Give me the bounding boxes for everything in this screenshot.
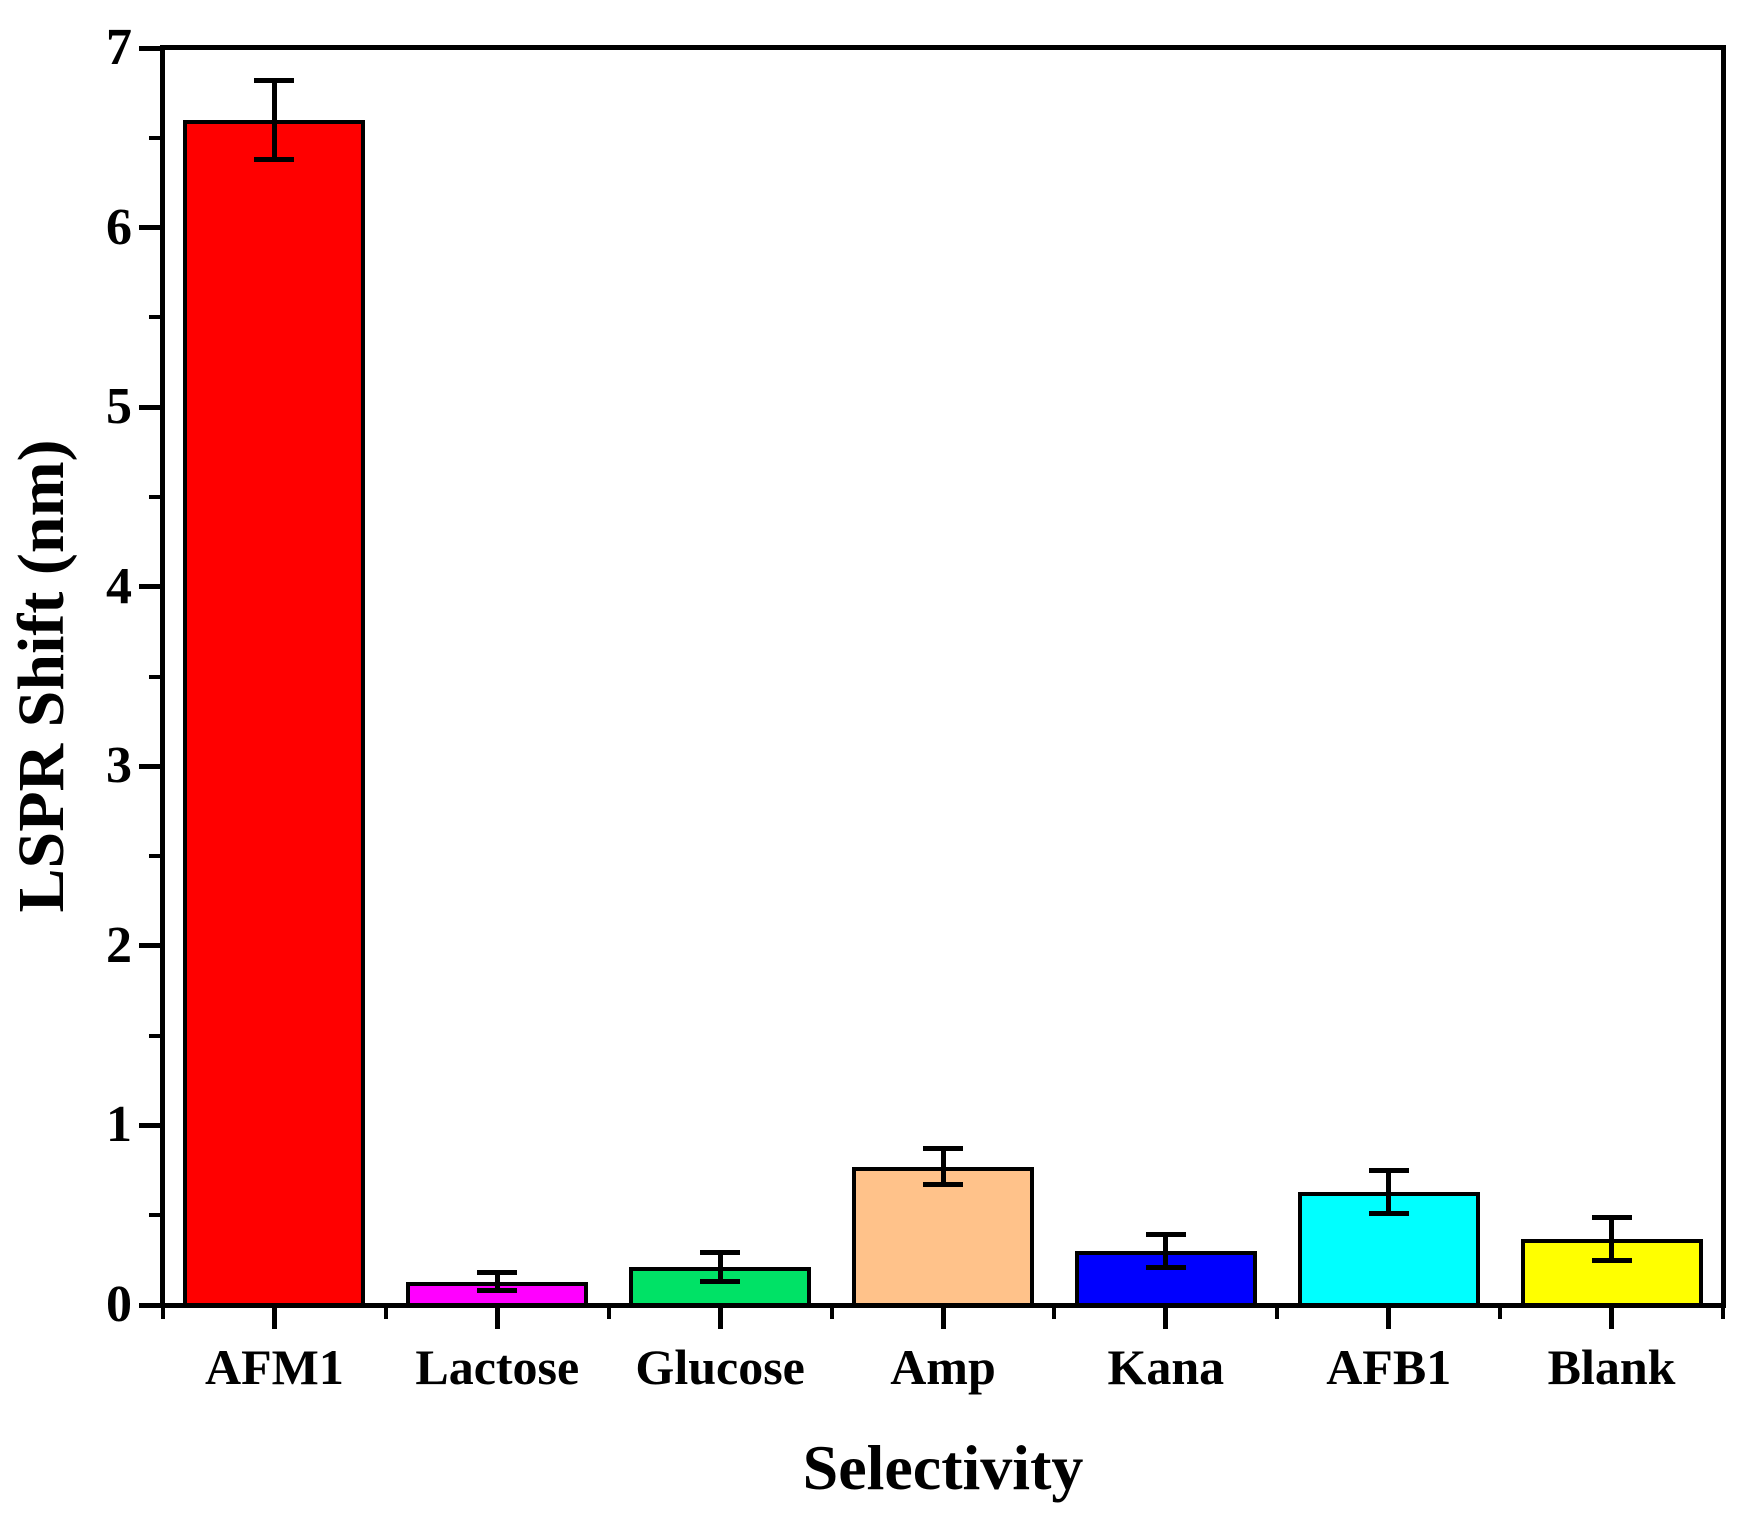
error-bar-cap-bottom (254, 156, 295, 162)
y-minor-tick (149, 1213, 162, 1218)
y-tick-label: 7 (106, 19, 132, 76)
error-bar-cap-bottom (477, 1288, 518, 1294)
y-major-tick (139, 45, 162, 51)
x-major-tick (1163, 1307, 1169, 1329)
error-bar-cap-top (477, 1270, 518, 1276)
y-minor-tick (149, 854, 162, 859)
error-bar-line (940, 1148, 946, 1185)
y-minor-tick (149, 1033, 162, 1038)
x-minor-tick (1052, 1307, 1057, 1319)
y-minor-tick (149, 315, 162, 320)
y-minor-tick (149, 674, 162, 679)
error-bar-line (494, 1272, 500, 1291)
error-bar-line (717, 1252, 723, 1282)
y-tick-label: 1 (106, 1096, 132, 1154)
error-bar-line (1386, 1170, 1392, 1214)
error-bar-cap-bottom (923, 1182, 963, 1188)
x-minor-tick (1721, 1307, 1725, 1319)
y-tick-label: 2 (106, 916, 132, 974)
x-tick-label: AFB1 (1326, 1339, 1452, 1395)
x-minor-tick (1498, 1307, 1503, 1319)
x-tick-label: Amp (890, 1339, 996, 1395)
error-bar-cap-top (923, 1146, 963, 1152)
x-minor-tick (383, 1307, 388, 1319)
y-major-tick (139, 763, 162, 769)
x-minor-tick (829, 1307, 834, 1319)
error-bar-cap-top (254, 77, 295, 83)
y-major-tick (139, 225, 162, 231)
x-major-tick (1386, 1307, 1392, 1329)
bar-Amp (852, 1166, 1034, 1307)
y-major-tick (139, 404, 162, 410)
error-bar-cap-top (1145, 1232, 1186, 1238)
x-tick-label: Blank (1547, 1339, 1676, 1395)
x-major-tick (1609, 1307, 1615, 1329)
x-major-tick (717, 1307, 723, 1329)
y-tick-label: 3 (106, 737, 132, 795)
x-minor-tick (161, 1307, 165, 1319)
y-minor-tick (149, 494, 162, 499)
x-major-tick (940, 1307, 946, 1329)
x-tick-label: AFM1 (205, 1339, 344, 1395)
x-major-tick (494, 1307, 500, 1329)
x-tick-label: Glucose (635, 1339, 805, 1395)
error-bar-cap-top (1591, 1214, 1632, 1220)
x-axis-title: Selectivity (802, 1432, 1084, 1503)
y-tick-label: 6 (106, 198, 132, 256)
y-tick-label: 4 (106, 557, 132, 615)
x-minor-tick (606, 1307, 611, 1319)
y-minor-tick (149, 135, 162, 140)
y-major-tick (139, 584, 162, 590)
error-bar-cap-bottom (1368, 1210, 1409, 1216)
x-tick-label: Lactose (415, 1339, 580, 1395)
error-bar-cap-top (700, 1250, 741, 1256)
error-bar-cap-bottom (1591, 1257, 1632, 1263)
x-tick-label: Kana (1107, 1339, 1225, 1395)
y-major-tick (139, 943, 162, 949)
x-minor-tick (1275, 1307, 1280, 1319)
y-major-tick (139, 1302, 162, 1308)
error-bar-line (271, 80, 277, 160)
y-tick-label: 5 (106, 378, 132, 436)
error-bar-cap-top (1368, 1167, 1409, 1173)
bar-AFM1 (183, 119, 366, 1307)
x-major-tick (271, 1307, 277, 1329)
y-tick-label: 0 (106, 1276, 132, 1333)
error-bar-line (1163, 1234, 1169, 1268)
error-bar-line (1609, 1217, 1615, 1261)
error-bar-cap-bottom (1145, 1264, 1186, 1270)
y-major-tick (139, 1122, 162, 1128)
error-bar-cap-bottom (700, 1279, 741, 1285)
